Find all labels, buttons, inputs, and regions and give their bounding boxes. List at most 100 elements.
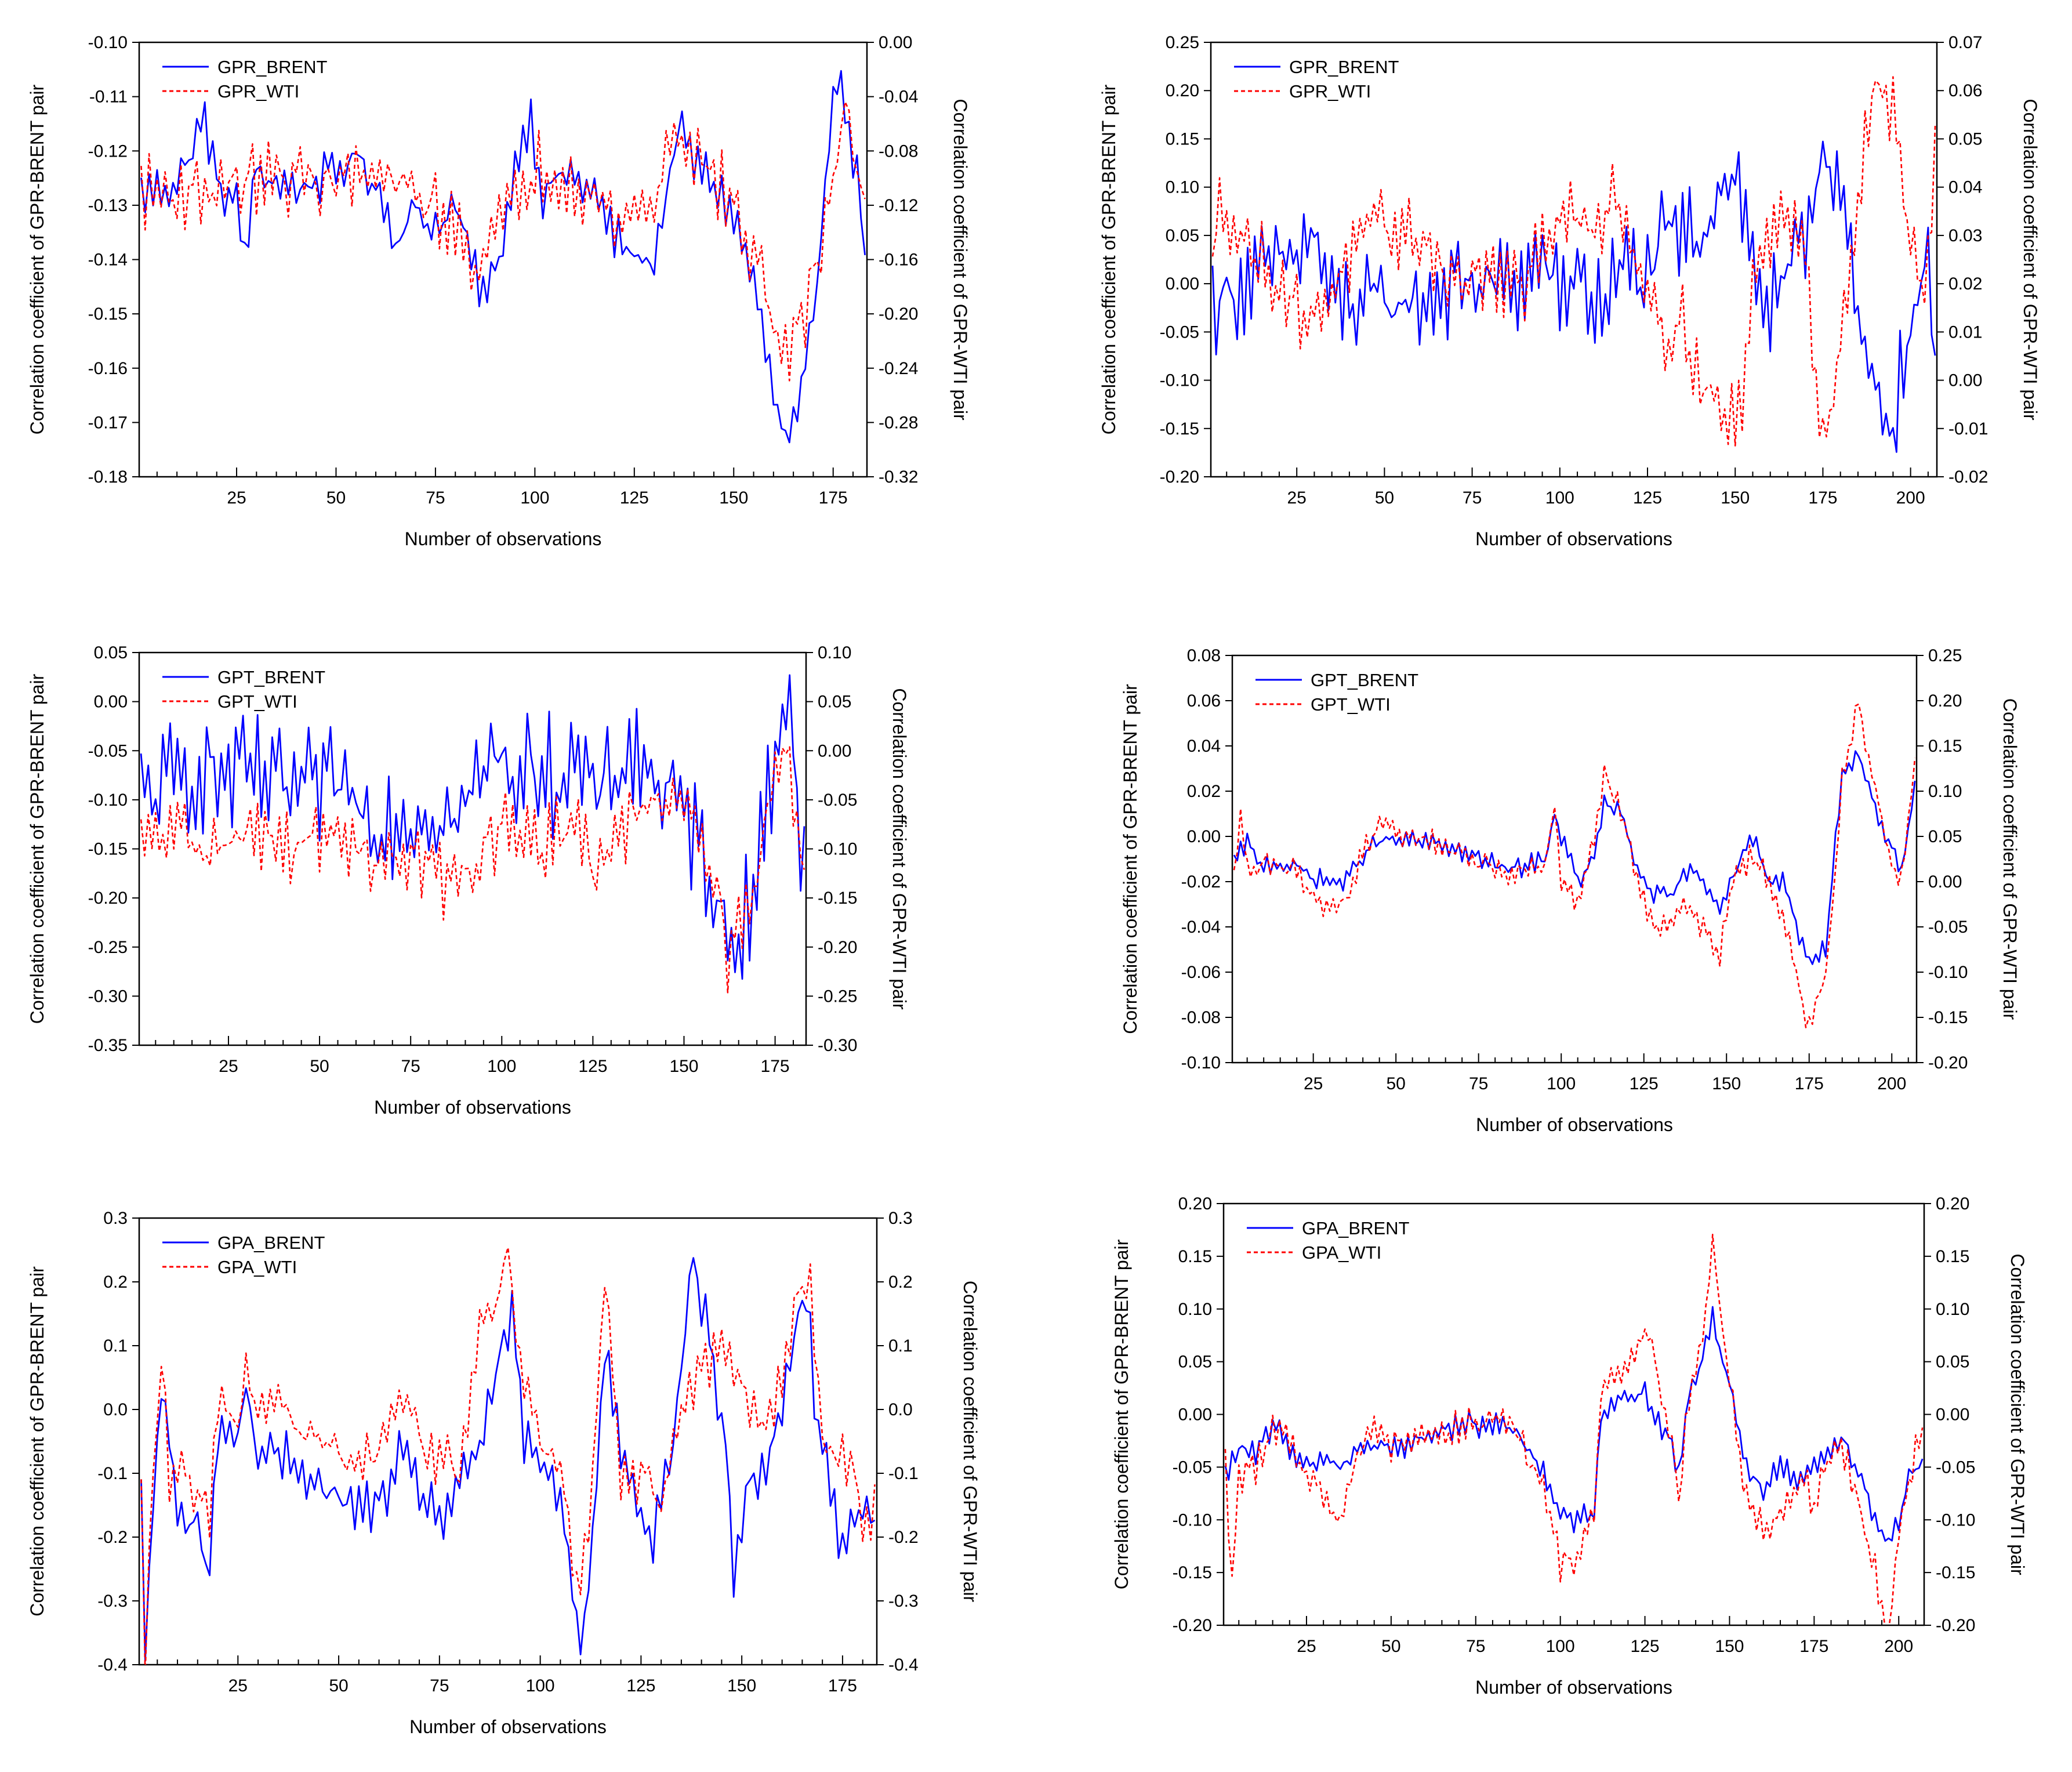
chart-panel-middle-right: 25 50 75 100 125 150 175 200 0.08 0.06 0.04 0.02 0.0…	[1120, 646, 2020, 1135]
legend-label: GPA_WTI	[1302, 1242, 1381, 1263]
y-left-tick-label: 0.20	[1166, 81, 1199, 100]
y-right-tick-label: 0.03	[1948, 226, 1982, 245]
y-left-tick-label: 0.3	[103, 1209, 128, 1228]
series-line-gpr-brent	[140, 70, 866, 444]
x-tick-label: 100	[1546, 1637, 1575, 1656]
y-left-tick-label: 0.06	[1187, 691, 1221, 711]
series-line-gpt-brent	[140, 674, 805, 980]
y-right-tick-label: 0.01	[1948, 322, 1982, 342]
y-right-tick-label: -0.1	[888, 1464, 919, 1483]
y-left-tick-label: 0.00	[1187, 827, 1221, 846]
y-right-tick-label: 0.05	[1936, 1353, 1969, 1372]
x-tick-label: 50	[1375, 488, 1394, 508]
y-left-tick-label: -0.25	[88, 938, 128, 957]
y-left-tick-label: 0.08	[1187, 646, 1221, 665]
legend-label: GPR_WTI	[217, 81, 299, 102]
y-right-tick-label: -0.05	[1928, 918, 1968, 937]
x-tick-label: 125	[620, 488, 649, 508]
y-right-tick-label: -0.08	[879, 142, 918, 161]
y-right-tick-label: -0.20	[879, 305, 918, 324]
y-left-tick-label: -0.15	[88, 305, 128, 324]
x-tick-label: 100	[520, 488, 549, 508]
x-tick-label: 100	[487, 1057, 516, 1076]
x-axis-title: Number of observations	[409, 1716, 607, 1737]
y-right-tick-label: 0.00	[818, 741, 851, 760]
x-tick-label: 100	[1545, 488, 1574, 508]
x-tick-label: 125	[1633, 488, 1662, 508]
series-line-gpt-wti	[140, 746, 805, 994]
x-tick-label: 175	[1795, 1074, 1824, 1093]
y-left-axis-title: Correlation coefficient of GPR-BRENT pai…	[1111, 1239, 1132, 1589]
y-right-tick-label: -0.10	[1936, 1510, 1975, 1530]
y-left-tick-label: 0.0	[103, 1400, 128, 1419]
y-left-tick-label: 0.10	[1166, 178, 1199, 197]
y-left-tick-label: -0.06	[1181, 963, 1221, 982]
x-tick-label: 150	[669, 1057, 698, 1076]
y-right-tick-label: -0.15	[1936, 1563, 1975, 1582]
y-left-tick-label: -0.20	[88, 889, 128, 908]
y-right-tick-label: -0.05	[1936, 1458, 1975, 1477]
y-left-tick-label: -0.11	[89, 88, 128, 107]
x-tick-label: 200	[1884, 1637, 1913, 1656]
x-tick-label: 175	[828, 1676, 857, 1695]
y-right-tick-label: -0.20	[1936, 1616, 1975, 1635]
plot-frame	[138, 41, 868, 478]
x-tick-label: 200	[1896, 488, 1925, 508]
y-right-tick-label: -0.16	[879, 251, 918, 270]
y-right-tick-label: 0.05	[818, 693, 851, 712]
x-tick-label: 100	[1547, 1074, 1576, 1093]
y-right-tick-label: -0.10	[1928, 963, 1968, 982]
y-right-axis-title: Correlation coefficient of GPR-WTI pair	[889, 688, 910, 1010]
y-left-axis-title: Correlation coefficient of GPR-BRENT pai…	[27, 673, 48, 1024]
y-left-tick-label: -0.2	[97, 1528, 128, 1547]
y-left-tick-label: -0.10	[1160, 371, 1199, 390]
y-right-tick-label: 0.15	[1928, 737, 1962, 756]
x-tick-label: 175	[819, 488, 848, 508]
y-right-tick-label: 0.00	[1936, 1405, 1969, 1425]
legend-label: GPT_WTI	[217, 691, 297, 712]
y-left-tick-label: 0.10	[1178, 1300, 1212, 1319]
y-left-tick-label: 0.04	[1187, 737, 1221, 756]
y-left-axis-title: Correlation coefficient of GPR-BRENT pai…	[1120, 684, 1141, 1034]
series-line-gpr-brent	[1211, 140, 1936, 453]
y-right-tick-label: -0.32	[879, 468, 918, 487]
y-left-tick-label: 0.2	[103, 1273, 128, 1292]
x-tick-label: 75	[426, 488, 445, 508]
x-tick-label: 25	[228, 1676, 248, 1695]
y-left-tick-label: -0.35	[88, 1036, 128, 1055]
y-right-tick-label: -0.15	[818, 889, 857, 908]
y-left-tick-label: -0.10	[1173, 1510, 1212, 1530]
y-right-tick-label: -0.25	[818, 987, 857, 1006]
y-left-axis-title: Correlation coefficient of GPR-BRENT pai…	[27, 84, 48, 434]
x-tick-label: 75	[430, 1676, 449, 1695]
plot-frame	[1222, 1202, 1925, 1626]
series-line-gpa-wti	[1224, 1234, 1924, 1625]
y-left-tick-label: -0.02	[1181, 872, 1221, 892]
x-axis-title: Number of observations	[1476, 1114, 1673, 1135]
y-right-tick-label: -0.24	[879, 359, 918, 378]
y-right-tick-label: -0.20	[1928, 1053, 1968, 1072]
y-left-tick-label: -0.14	[88, 251, 128, 270]
series-line-gpr-wti	[1211, 76, 1936, 447]
y-left-tick-label: -0.10	[1181, 1053, 1221, 1072]
y-right-tick-label: 0.00	[879, 33, 912, 52]
y-right-tick-label: 0.05	[1928, 827, 1962, 846]
y-right-tick-label: -0.15	[1928, 1008, 1968, 1027]
y-right-tick-label: -0.4	[888, 1655, 919, 1675]
x-tick-label: 175	[1808, 488, 1837, 508]
y-right-tick-label: -0.20	[818, 938, 857, 957]
y-left-tick-label: 0.00	[1166, 274, 1199, 293]
legend-label: GPT_BRENT	[1311, 670, 1418, 690]
x-tick-label: 50	[326, 488, 346, 508]
chart-panel-middle-left: 25 50 75 100 125 150 175 0.05 0.00 -0.05 -0.10 -0.1…	[27, 643, 910, 1118]
series-line-gpa-brent	[140, 1257, 876, 1662]
y-left-tick-label: 0.05	[94, 643, 128, 662]
y-left-tick-label: -0.10	[88, 791, 128, 810]
x-tick-label: 150	[1721, 488, 1750, 508]
y-left-tick-label: -0.30	[88, 987, 128, 1006]
y-left-tick-label: -0.20	[1173, 1616, 1212, 1635]
x-axis-title: Number of observations	[1475, 528, 1672, 549]
x-axis-title: Number of observations	[1475, 1677, 1672, 1698]
x-tick-label: 125	[1631, 1637, 1660, 1656]
